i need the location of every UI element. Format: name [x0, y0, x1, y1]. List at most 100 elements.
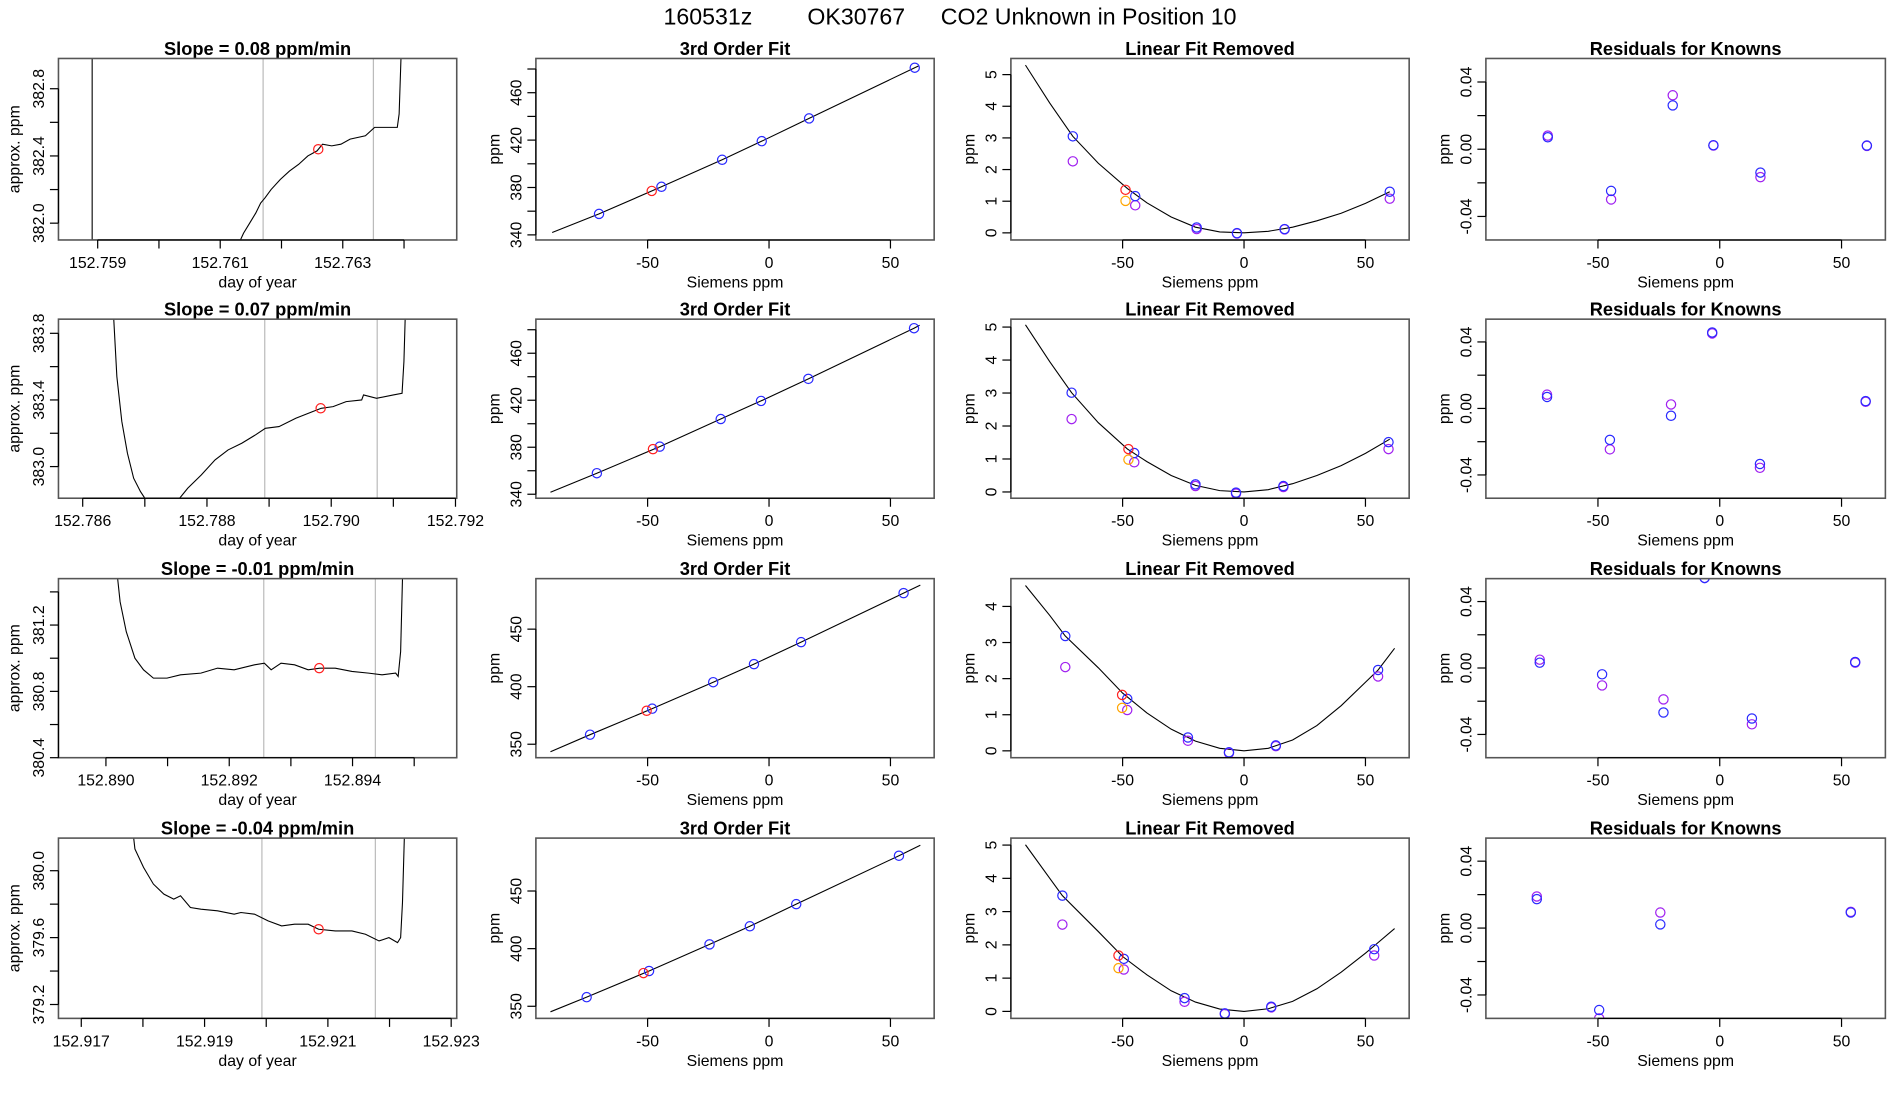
- x-tick-label: 0: [765, 513, 774, 530]
- y-tick-label: 382.0: [31, 203, 48, 243]
- x-tick-label: 152.792: [427, 513, 484, 530]
- red-point: [314, 662, 325, 674]
- x-tick-label: 152.788: [178, 513, 235, 530]
- x-tick-label: 0: [1240, 255, 1249, 272]
- x-tick-label: 50: [1357, 255, 1375, 272]
- fit-curve: [1025, 585, 1396, 752]
- y-tick-label: 3: [983, 388, 1000, 397]
- y-tick-label: 382.8: [31, 69, 48, 109]
- x-tick-label: -50: [1111, 513, 1134, 530]
- y-tick-label: 0.04: [1458, 66, 1475, 97]
- x-axis-label: Siemens ppm: [1162, 792, 1259, 809]
- y-tick-label: 460: [508, 79, 525, 106]
- x-tick-label: 0: [765, 1033, 774, 1050]
- main-title-tank: OK30767: [807, 3, 905, 29]
- blue-point: [1190, 479, 1201, 490]
- main-title-desc: CO2 Unknown in Position 10: [941, 3, 1237, 29]
- y-tick-label: 380: [508, 434, 525, 461]
- y-tick-label: 350: [508, 993, 525, 1020]
- x-axis-label: Siemens ppm: [1637, 533, 1734, 550]
- purple-point: [1665, 399, 1677, 410]
- x-tick-label: -50: [1587, 513, 1610, 530]
- plot-area: [1541, 327, 1871, 474]
- trace-line: [133, 838, 405, 944]
- x-tick-label: -50: [636, 513, 659, 530]
- panel-2-4: Residuals for Knowns -50 0 50 Siemens ppm -0.…: [1436, 299, 1887, 550]
- panel-2-2: 3rd Order Fit -50 0 50 Siemens ppm 340 380 420 4…: [486, 299, 935, 550]
- y-tick-label: 1: [983, 454, 1000, 463]
- y-tick-label: 2: [983, 674, 1000, 683]
- y-tick-label: 5: [983, 70, 1000, 79]
- y-tick-label: 0.00: [1458, 652, 1475, 683]
- purple-point: [1182, 735, 1194, 746]
- y-tick-label: 4: [983, 874, 1000, 883]
- panel-title: Linear Fit Removed: [1125, 817, 1295, 838]
- blue-point: [803, 373, 814, 385]
- blue-point: [1706, 327, 1718, 338]
- x-tick-label: 50: [1357, 773, 1375, 790]
- panel-title: Slope = 0.08 ppm/min: [164, 38, 351, 59]
- purple-point: [1541, 389, 1553, 400]
- y-axis-label: ppm: [486, 913, 503, 944]
- blue-point: [1384, 186, 1395, 197]
- y-tick-label: 4: [983, 355, 1000, 364]
- blue-point: [715, 413, 726, 425]
- purple-point: [1667, 90, 1678, 101]
- y-tick-label: 380.4: [31, 738, 48, 778]
- purple-point: [1118, 964, 1130, 975]
- panel-title: Linear Fit Removed: [1125, 558, 1295, 579]
- y-tick-label: 450: [508, 616, 525, 643]
- orange-point: [1120, 195, 1131, 207]
- y-tick-label: -0.04: [1458, 457, 1475, 493]
- y-axis-label: ppm: [486, 653, 503, 684]
- x-tick-label: 152.790: [303, 513, 360, 530]
- panel-4-4: Residuals for Knowns -50 0 50 Siemens ppm -0.…: [1436, 817, 1887, 1070]
- blue-point: [1755, 167, 1766, 178]
- blue-point: [1542, 132, 1554, 143]
- x-tick-label: 0: [765, 773, 774, 790]
- x-axis-label: Siemens ppm: [1162, 274, 1259, 291]
- x-axis-label: Siemens ppm: [1637, 274, 1734, 291]
- blue-point: [1531, 893, 1543, 905]
- plot-area: [133, 838, 405, 1019]
- x-axis-label: day of year: [218, 792, 297, 809]
- y-tick-label: 380.0: [31, 851, 48, 891]
- panel-2-1: Slope = 0.07 ppm/min 152.786 152.788 152.79…: [6, 299, 484, 550]
- panel-title: 3rd Order Fit: [680, 817, 791, 838]
- purple-point: [1372, 671, 1384, 682]
- fit-curve: [550, 584, 921, 753]
- panel-4-1: Slope = -0.04 ppm/min 152.917 152.919 152.9…: [6, 817, 479, 1069]
- panel-3-1: Slope = -0.01 ppm/min 152.890 152.892 152.8…: [6, 558, 458, 809]
- blue-point: [1270, 740, 1282, 751]
- blue-point: [707, 676, 719, 688]
- purple-point: [1129, 200, 1141, 211]
- panel-3-4: Residuals for Knowns -50 0 50 Siemens ppm -0.…: [1436, 558, 1887, 809]
- blue-point: [1655, 919, 1666, 930]
- x-axis-label: Siemens ppm: [1162, 533, 1259, 550]
- plot-area: [113, 319, 406, 499]
- x-axis-label: Siemens ppm: [1162, 1053, 1259, 1070]
- purple-point: [1655, 907, 1666, 918]
- x-tick-label: 152.894: [324, 773, 381, 790]
- fit-curve: [550, 844, 921, 1013]
- y-axis-label: ppm: [1436, 653, 1453, 684]
- blue-point: [893, 850, 905, 861]
- panel-title: Linear Fit Removed: [1125, 38, 1295, 59]
- panel-2-3: Linear Fit Removed -50 0 50 Siemens ppm 0 1 2 3 4…: [961, 299, 1410, 550]
- y-tick-label: 3: [983, 638, 1000, 647]
- plot-frame: [1010, 837, 1410, 1020]
- blue-point: [898, 587, 909, 599]
- blue-point: [584, 729, 596, 740]
- blue-point: [756, 135, 767, 147]
- x-tick-label: 50: [1833, 1033, 1851, 1050]
- trace-line: [179, 319, 406, 499]
- purple-point: [1384, 193, 1395, 204]
- purple-point: [1746, 719, 1758, 730]
- red-point: [641, 705, 652, 716]
- red-point: [1116, 689, 1128, 701]
- panel-title: 3rd Order Fit: [680, 38, 791, 59]
- purple-point: [1121, 704, 1133, 716]
- y-tick-label: 0: [983, 228, 1000, 237]
- blue-point: [1129, 190, 1141, 202]
- orange-point: [1113, 962, 1124, 974]
